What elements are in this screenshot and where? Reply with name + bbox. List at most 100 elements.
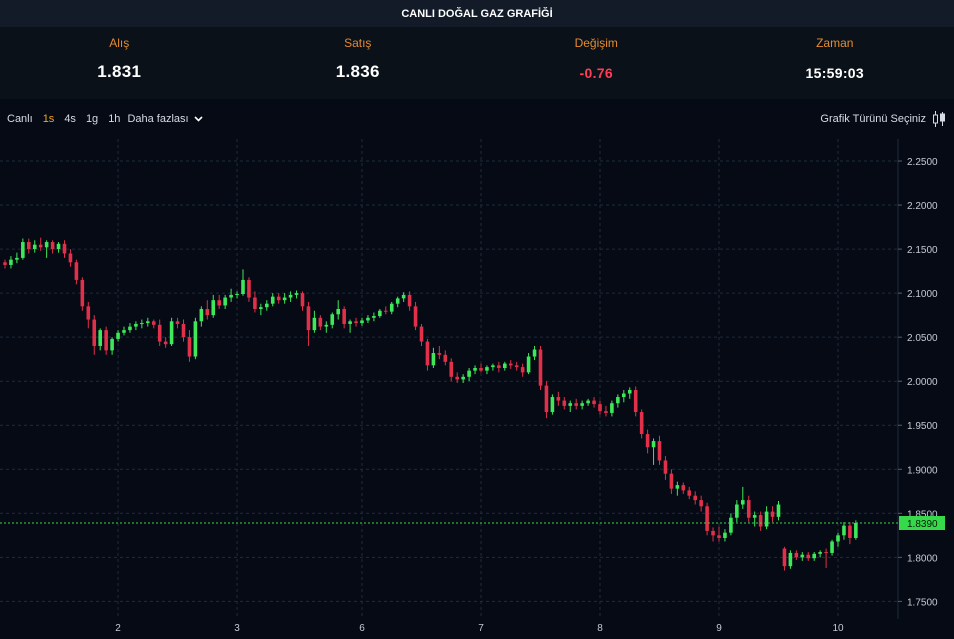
candle-body <box>217 300 221 306</box>
y-tick-label: 1.9500 <box>907 421 938 432</box>
candle-body <box>389 303 394 312</box>
candle <box>586 398 590 406</box>
candle-body <box>336 308 340 315</box>
candle <box>157 319 162 346</box>
candle-body <box>741 500 745 505</box>
tab-timeframe-2[interactable]: 4s <box>64 113 76 125</box>
candle <box>128 323 132 333</box>
candle <box>354 317 358 327</box>
y-tick-label: 2.0000 <box>907 377 938 388</box>
candle-body <box>56 243 61 250</box>
candle <box>836 532 840 547</box>
candle <box>116 330 120 342</box>
candle-body <box>633 390 638 413</box>
candle-body <box>229 294 233 298</box>
candle-body <box>503 363 507 368</box>
candle <box>627 387 632 399</box>
candle-body <box>675 485 680 489</box>
candle <box>80 277 85 311</box>
candle <box>461 374 465 383</box>
candle <box>276 293 281 304</box>
candle-body <box>151 321 156 325</box>
candle <box>479 363 483 373</box>
candle-body <box>193 321 198 357</box>
candle-body <box>3 262 7 265</box>
candle-body <box>842 525 846 536</box>
candle <box>270 293 275 307</box>
candle-body <box>68 253 73 263</box>
candle-body <box>699 500 703 507</box>
candle <box>431 347 436 368</box>
candle <box>181 319 186 342</box>
candle <box>645 429 650 454</box>
candlestick-icon <box>933 111 945 127</box>
candle <box>9 256 13 269</box>
candle-body <box>282 297 287 301</box>
candle <box>140 319 144 329</box>
more-timeframes-button[interactable]: Daha fazlası <box>127 113 203 125</box>
candle-body <box>782 548 787 567</box>
candle-body <box>752 515 757 518</box>
candle-body <box>265 303 269 308</box>
candle-body <box>425 341 430 366</box>
candle-body <box>300 293 305 307</box>
chart-type-selector[interactable]: Grafik Türünü Seçiniz <box>820 99 946 139</box>
tab-live[interactable]: Canlı <box>7 113 33 125</box>
y-tick-label: 1.7500 <box>907 597 938 608</box>
candle <box>776 500 781 521</box>
candle <box>413 301 418 331</box>
candle <box>342 306 346 329</box>
candle-body <box>360 320 364 324</box>
candle <box>241 269 245 296</box>
candle-body <box>812 553 816 559</box>
tab-timeframe-4[interactable]: 1h <box>108 113 121 125</box>
candle-body <box>497 365 501 368</box>
candle <box>723 529 727 542</box>
candle <box>503 361 507 371</box>
candle-body <box>21 242 25 258</box>
candle-body <box>491 365 495 368</box>
candle <box>854 520 858 540</box>
candle <box>217 294 221 309</box>
candle <box>467 367 471 382</box>
candle-body <box>473 367 477 371</box>
candle-body <box>645 434 650 448</box>
candle <box>235 291 239 299</box>
candle <box>294 290 299 299</box>
candle-body <box>187 337 192 357</box>
y-tick-label: 1.8500 <box>907 509 938 520</box>
ask-column: Satış 1.836 <box>239 27 478 99</box>
candle <box>473 365 477 375</box>
tab-timeframe-1[interactable]: 1s <box>42 113 55 125</box>
candlestick-chart[interactable]: 2.2500 2.2000 2.1500 2.1000 2.0500 2.0000 1.95… <box>0 139 954 639</box>
quote-panel: Alış 1.831 Satış 1.836 Değişim -0.76 Zam… <box>0 27 954 99</box>
candle-body <box>836 535 840 542</box>
candle-body <box>627 390 632 394</box>
candle <box>253 291 257 313</box>
candle-body <box>556 397 561 401</box>
bid-label: Alış <box>109 36 130 50</box>
candle <box>497 361 501 373</box>
candle-body <box>604 411 608 413</box>
candle-body <box>413 306 418 327</box>
candle <box>395 296 400 308</box>
candle-body <box>253 297 257 309</box>
candle <box>598 400 602 415</box>
y-tick-label: 1.8000 <box>907 553 938 564</box>
candle-body <box>479 367 483 371</box>
candle-body <box>157 324 162 342</box>
candle-body <box>354 321 358 324</box>
candle <box>247 277 251 302</box>
candle <box>44 240 49 258</box>
candle-body <box>116 332 120 339</box>
candle-body <box>705 506 709 531</box>
candle-body <box>401 294 406 299</box>
candle-body <box>824 552 828 554</box>
candle-body <box>449 361 454 377</box>
candle <box>681 482 686 494</box>
candle-body <box>32 244 37 250</box>
tab-timeframe-3[interactable]: 1g <box>85 113 99 125</box>
candle-body <box>693 495 697 501</box>
candle-body <box>544 385 549 413</box>
candle-body <box>169 321 174 345</box>
